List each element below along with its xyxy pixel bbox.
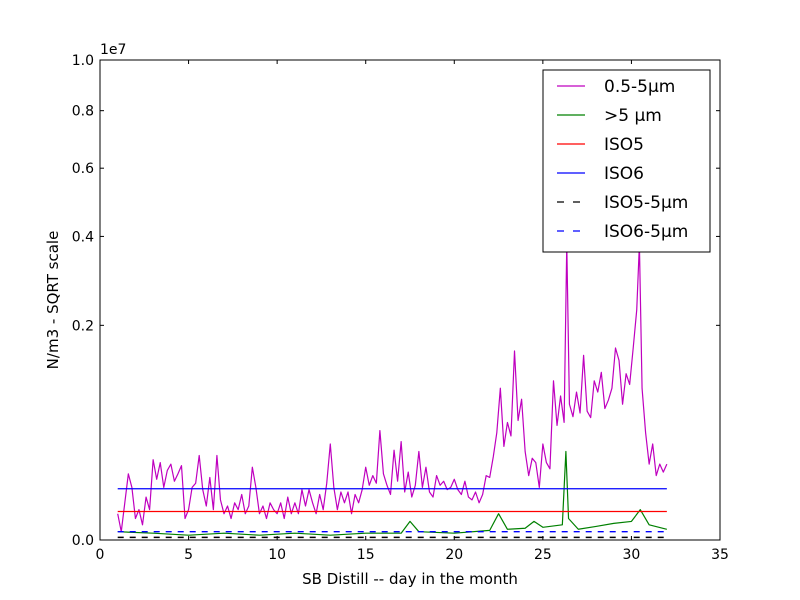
x-tick-label: 15 [357, 547, 375, 563]
y-offset-text: 1e7 [100, 42, 126, 58]
legend: 0.5-5µm >5 µm ISO5 ISO6 ISO5-5µm ISO6-5µm [543, 70, 710, 252]
legend-label: ISO5 [604, 135, 644, 155]
x-tick-label: 30 [623, 547, 641, 563]
x-tick-label: 0 [96, 547, 105, 563]
legend-label: ISO5-5µm [604, 193, 688, 213]
y-tick-label: 0.6 [72, 161, 94, 177]
x-axis-label: SB Distill -- day in the month [302, 570, 518, 588]
legend-label: ISO6 [604, 164, 644, 184]
y-axis-label: N/m3 - SQRT scale [44, 231, 62, 370]
y-tick-label: 1.0 [72, 53, 94, 69]
y-tick-label: 0.0 [72, 533, 94, 549]
legend-label: >5 µm [604, 106, 662, 126]
y-tick-label: 0.2 [72, 318, 94, 334]
x-tick-label: 35 [711, 547, 729, 563]
legend-label: ISO6-5µm [604, 222, 688, 242]
legend-label: 0.5-5µm [604, 77, 675, 97]
y-tick-label: 0.4 [72, 229, 94, 245]
y-tick-label: 0.8 [72, 104, 94, 120]
x-tick-label: 20 [445, 547, 463, 563]
x-tick-label: 5 [184, 547, 193, 563]
x-tick-label: 25 [534, 547, 552, 563]
x-tick-label: 10 [268, 547, 286, 563]
chart: 0 5 10 15 20 25 30 35 0.0 0.2 0.4 0.6 0.8 1.0 1e7 SB … [0, 0, 800, 600]
